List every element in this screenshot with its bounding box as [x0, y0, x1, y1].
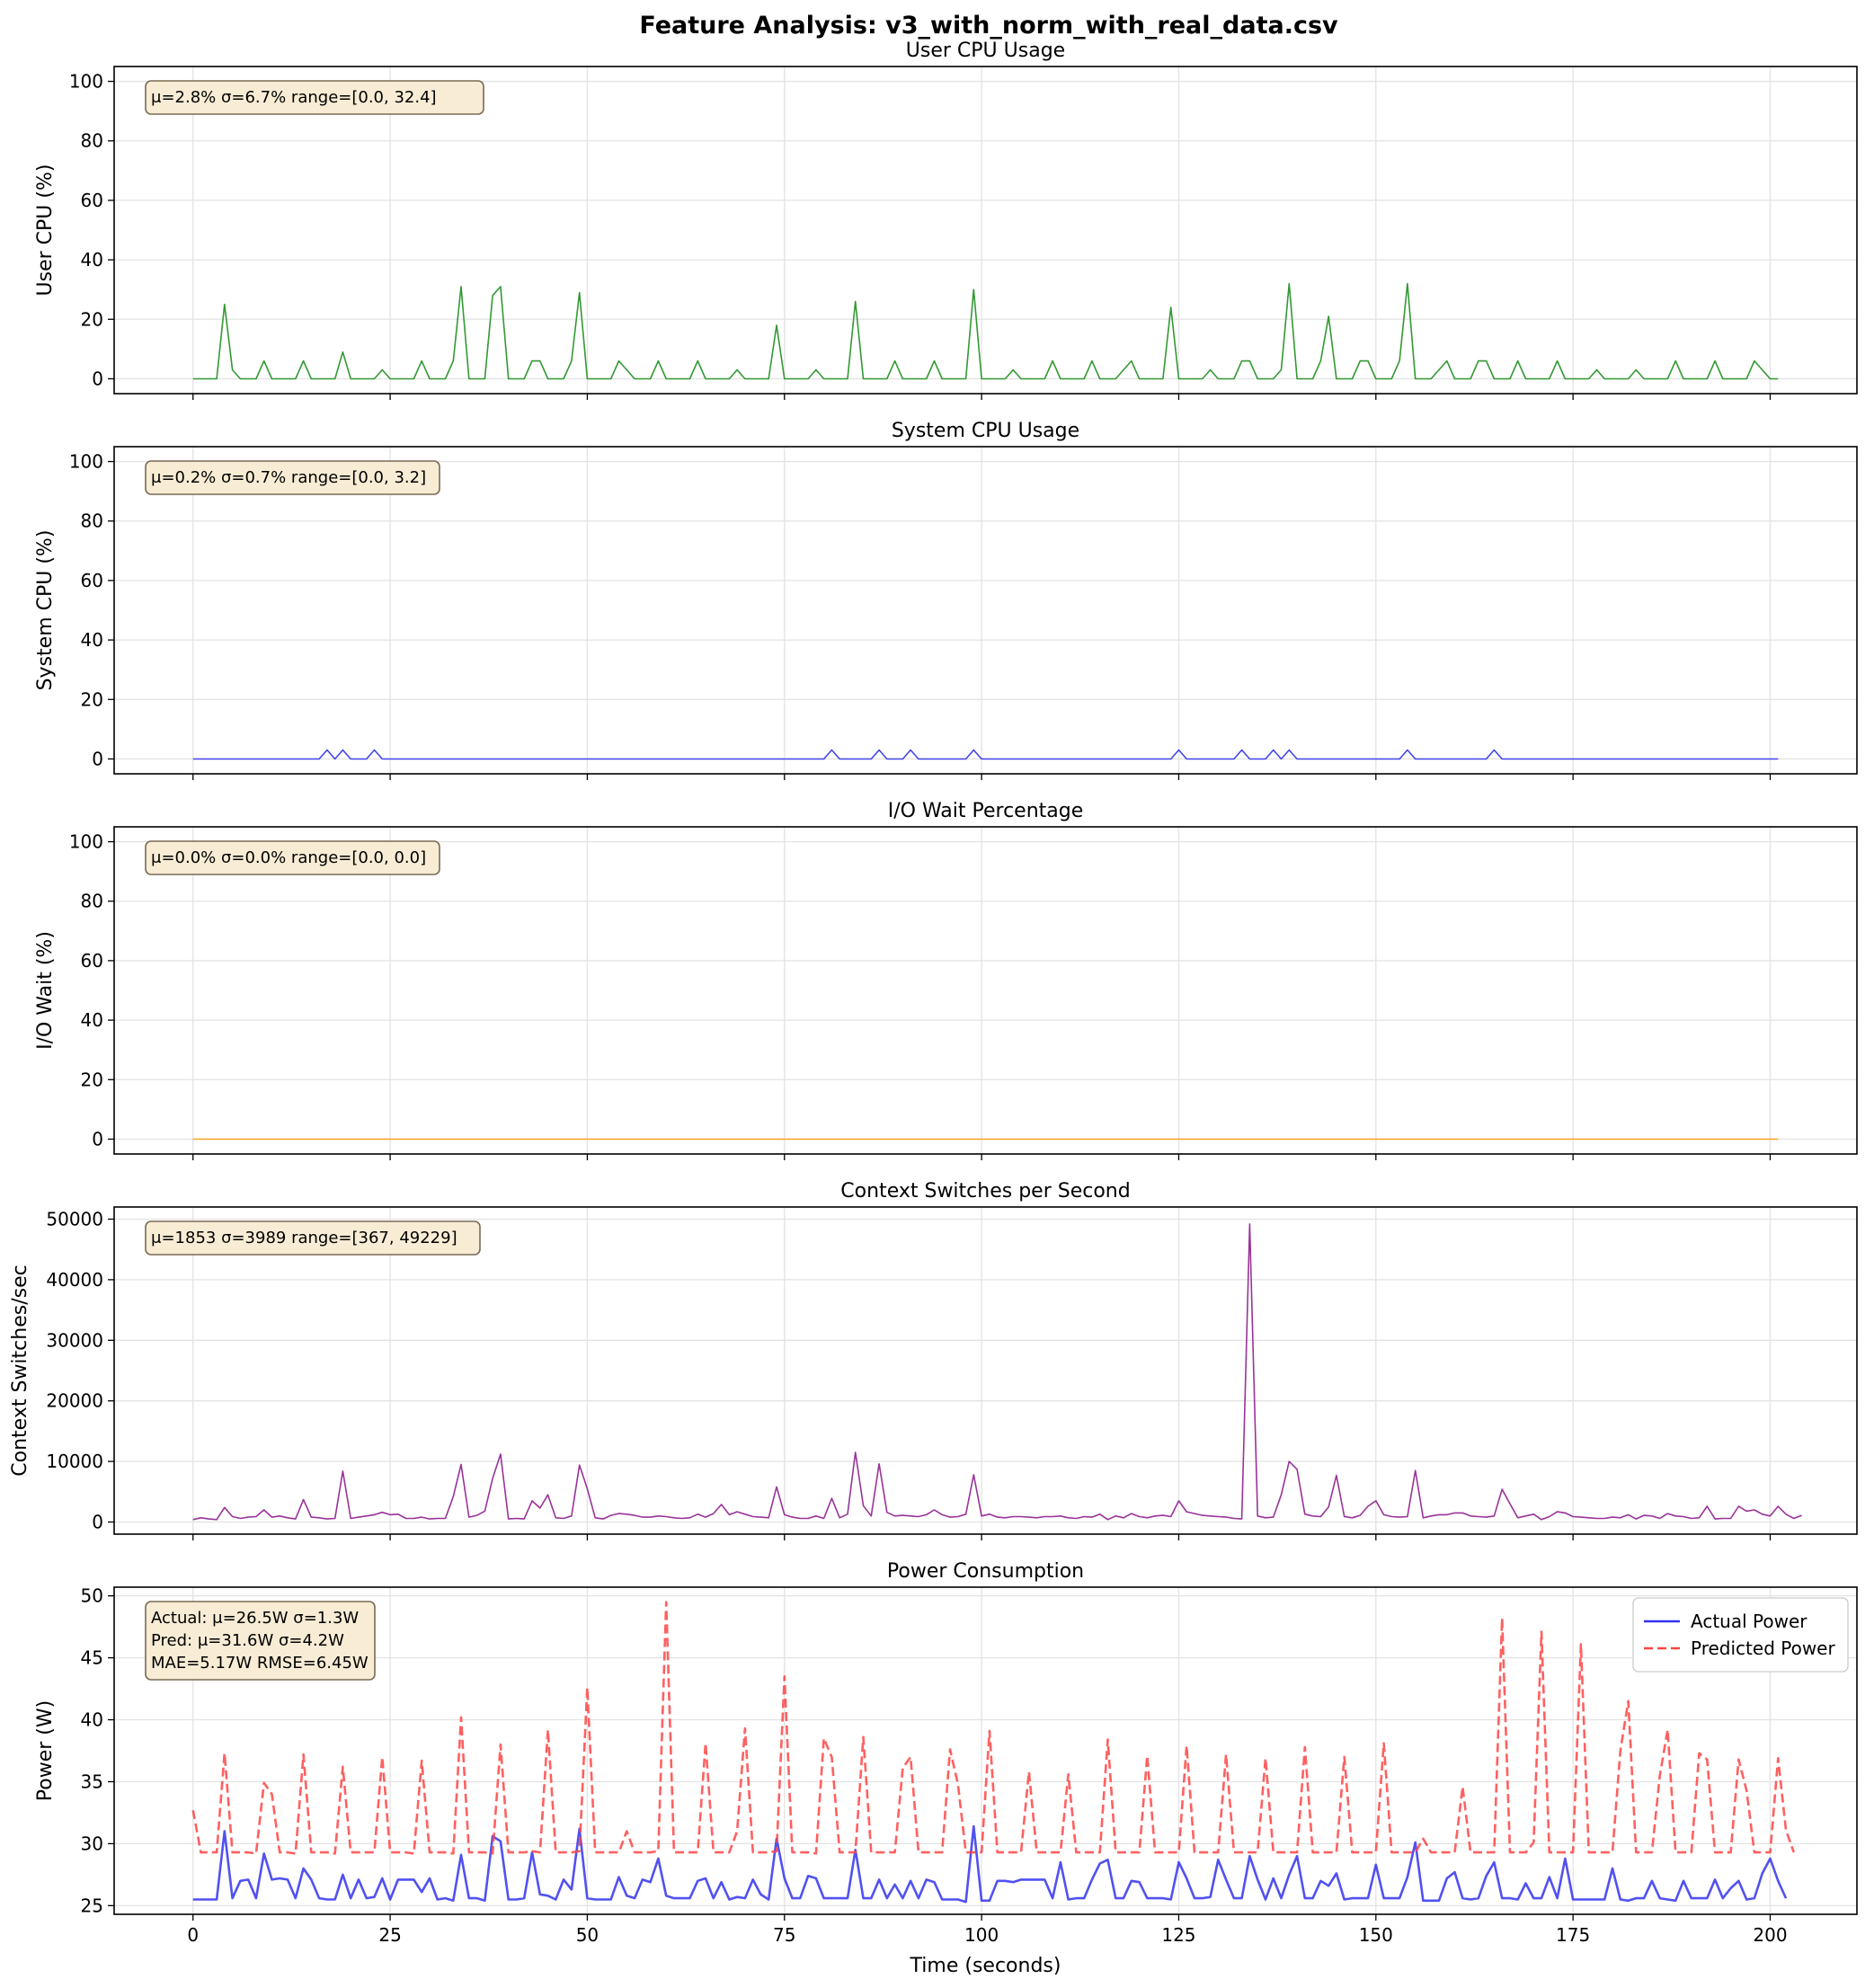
stats-box: [145, 460, 440, 495]
y-tick-label: 45: [81, 1647, 103, 1669]
y-tick-label: 40: [81, 249, 103, 271]
chart-panel: 0 20 40 60 80 100 I/O Wait Percentage I/O Wait …: [34, 800, 1858, 1160]
y-tick-label: 20: [81, 1069, 103, 1090]
y-tick-label: 0: [92, 748, 103, 769]
chart-title: Context Switches per Second: [840, 1180, 1130, 1203]
y-axis-label: Context Switches/sec: [9, 1265, 31, 1476]
y-tick-label: 40: [81, 1709, 103, 1731]
stats-text: μ=2.8% σ=6.7% range=[0.0, 32.4]: [151, 88, 437, 107]
y-tick-label: 20: [81, 688, 103, 710]
stats-box: [145, 80, 484, 115]
stats-text: Actual: μ=26.5W σ=1.3W: [151, 1609, 359, 1628]
x-tick-label: 125: [1161, 1924, 1195, 1946]
y-tick-label: 80: [81, 130, 103, 152]
x-tick-label: 25: [378, 1924, 401, 1946]
y-tick-label: 30: [81, 1833, 103, 1854]
stats-text: μ=0.0% σ=0.0% range=[0.0, 0.0]: [151, 848, 426, 867]
y-tick-label: 80: [81, 510, 103, 532]
y-tick-label: 80: [81, 891, 103, 912]
axes-frame: [113, 66, 1858, 395]
x-tick-label: 200: [1753, 1924, 1787, 1946]
chart-title: System CPU Usage: [892, 420, 1079, 442]
x-tick-label: 175: [1556, 1924, 1590, 1946]
y-axis-label: System CPU (%): [34, 530, 57, 691]
y-tick-label: 100: [69, 831, 103, 853]
series-line: [192, 1824, 1788, 1904]
axes-frame: [113, 1586, 1858, 1915]
series-line: [192, 282, 1779, 380]
chart-panel: 0 25 50 75 100 125 150 175 200 25 30 35 40 45 50 Power …: [34, 1560, 1858, 1977]
chart-panel: 0 10000 20000 30000 40000 50000 Context Switch…: [9, 1180, 1858, 1540]
y-axis-label: User CPU (%): [34, 164, 57, 297]
stats-text: μ=1853 σ=3989 range=[367, 49229]: [151, 1229, 457, 1247]
x-tick-label: 100: [964, 1924, 999, 1946]
y-tick-label: 10000: [46, 1451, 103, 1472]
stats-text: MAE=5.17W RMSE=6.45W: [151, 1654, 369, 1673]
y-axis-label: I/O Wait (%): [34, 931, 57, 1050]
y-axis-label: Power (W): [34, 1700, 57, 1801]
stats-box: [145, 1220, 481, 1256]
series-line: [192, 1223, 1802, 1521]
y-tick-label: 0: [92, 368, 103, 389]
legend-box: [1632, 1597, 1849, 1673]
x-axis-label: Time (seconds): [910, 1955, 1061, 1977]
chart-title: User CPU Usage: [906, 40, 1065, 62]
y-tick-label: 40000: [46, 1269, 103, 1291]
y-tick-label: 60: [81, 950, 103, 972]
stats-box: [145, 1601, 376, 1681]
y-tick-label: 35: [81, 1771, 103, 1792]
y-tick-label: 60: [81, 570, 103, 591]
y-tick-label: 20000: [46, 1390, 103, 1412]
chart-title: I/O Wait Percentage: [888, 800, 1084, 822]
figure-title: Feature Analysis: v3_with_norm_with_real…: [639, 12, 1338, 40]
y-tick-label: 100: [69, 71, 103, 93]
y-tick-label: 100: [69, 451, 103, 473]
axes-frame: [113, 826, 1858, 1155]
legend-label: Predicted Power: [1691, 1637, 1835, 1659]
stats-text: Pred: μ=31.6W σ=4.2W: [151, 1631, 344, 1650]
chart-title: Power Consumption: [887, 1560, 1084, 1583]
x-tick-label: 50: [576, 1924, 599, 1946]
y-tick-label: 60: [81, 190, 103, 211]
series-line: [192, 749, 1779, 760]
x-tick-label: 75: [773, 1924, 795, 1946]
chart-panel: 0 20 40 60 80 100 System CPU Usage System CPU (…: [34, 420, 1858, 780]
stats-text: μ=0.2% σ=0.7% range=[0.0, 3.2]: [151, 468, 426, 487]
chart-panel: 0 20 40 60 80 100 User CPU Usage User CPU (%) μ=…: [34, 40, 1858, 400]
y-tick-label: 25: [81, 1895, 103, 1916]
y-tick-label: 50: [81, 1585, 103, 1607]
y-tick-label: 40: [81, 1009, 103, 1031]
axes-frame: [113, 1206, 1858, 1535]
legend-label: Actual Power: [1691, 1611, 1807, 1632]
y-tick-label: 20: [81, 308, 103, 330]
y-tick-label: 50000: [46, 1208, 103, 1229]
y-tick-label: 40: [81, 629, 103, 651]
x-tick-label: 150: [1359, 1924, 1393, 1946]
stats-box: [145, 840, 440, 875]
y-tick-label: 0: [92, 1512, 103, 1533]
series-line: [191, 1601, 1796, 1855]
y-tick-label: 30000: [46, 1329, 103, 1351]
axes-frame: [113, 446, 1858, 775]
x-tick-label: 0: [187, 1924, 199, 1946]
y-tick-label: 0: [92, 1128, 103, 1149]
